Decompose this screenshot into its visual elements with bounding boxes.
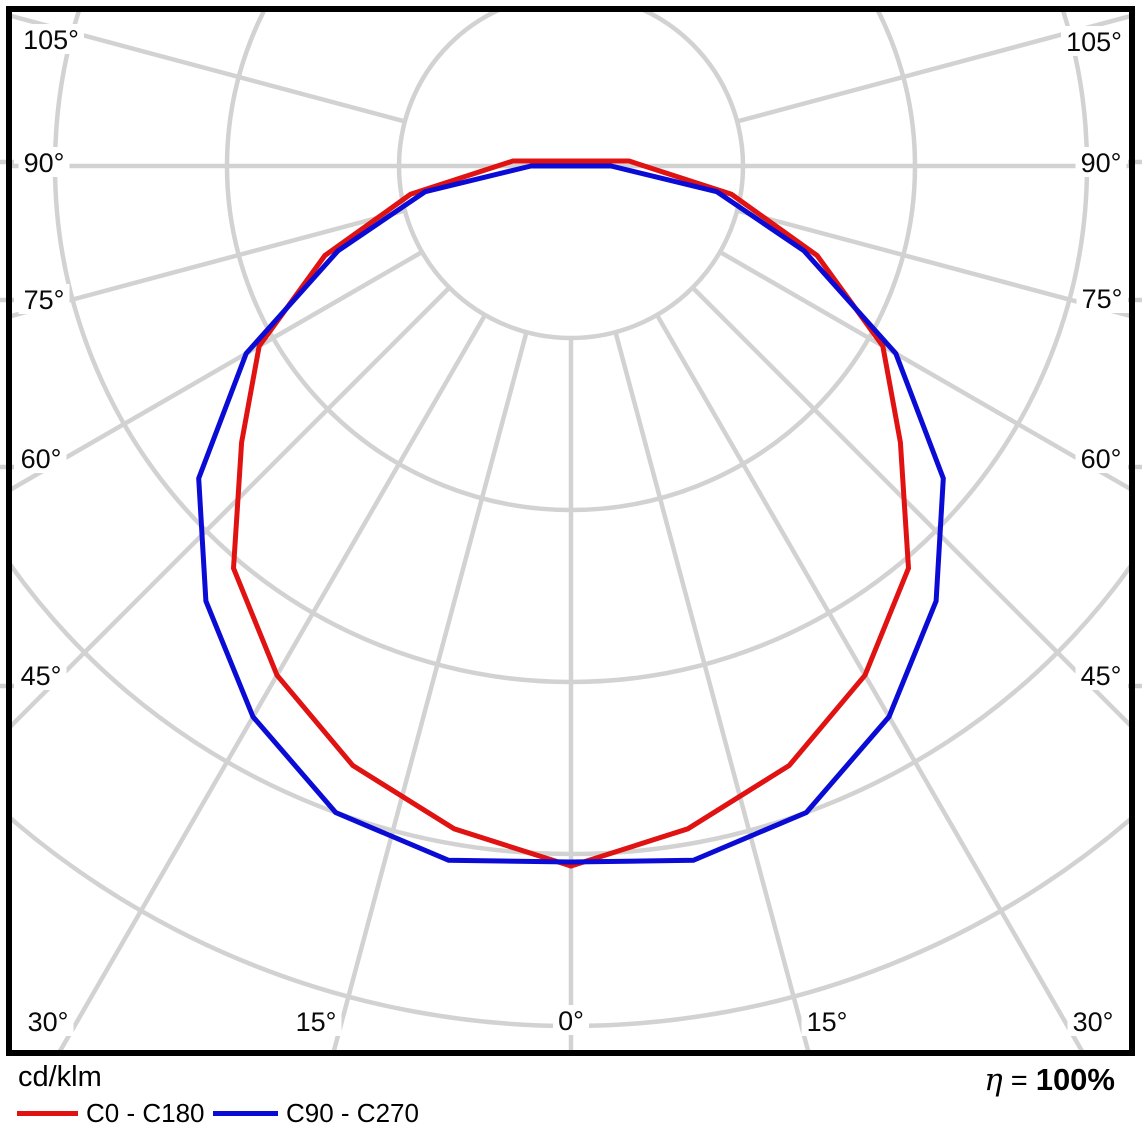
grid-ray [613, 331, 811, 1051]
grid-ray [12, 250, 424, 492]
label-backing [553, 1005, 589, 1035]
label-backing [18, 284, 70, 314]
angle-label: 90° [24, 148, 65, 178]
c90-c270-label: C90 - C270 [286, 1098, 419, 1128]
angle-label: 90° [1081, 148, 1122, 178]
grid-ray [12, 286, 451, 729]
grid-ray [12, 208, 406, 319]
angle-label: 0° [558, 1006, 584, 1036]
angle-label: 30° [28, 1007, 69, 1037]
c0-c180-swatch [17, 1111, 78, 1116]
angle-label: 45° [21, 661, 62, 691]
grid-ray [331, 331, 529, 1051]
grid-ray [57, 313, 487, 1051]
label-backing [18, 24, 84, 54]
grid-ray [655, 313, 1085, 1051]
label-backing [1061, 26, 1127, 56]
label-backing [22, 1006, 74, 1036]
eta-value: 100% [1035, 1062, 1115, 1097]
grid-ray [718, 250, 1129, 491]
label-backing [18, 147, 70, 177]
label-backing [1067, 1006, 1119, 1036]
efficiency-readout: η = 100% [984, 1062, 1115, 1098]
label-backing [290, 1006, 342, 1036]
angle-label: 60° [21, 444, 62, 474]
angle-label: 15° [296, 1007, 337, 1037]
label-backing [1076, 283, 1128, 313]
eta-symbol: η [984, 1062, 1003, 1098]
radial-unit-label: cd/klm [18, 1061, 102, 1093]
label-backing [1075, 443, 1127, 473]
label-backing [801, 1006, 853, 1036]
grid-ray [736, 208, 1129, 318]
angle-labels: 105° 90° 75° 60° 45° 30° 15° 0° 15° 30° 105° 90° 75°… [15, 24, 1128, 1037]
angle-label: 105° [23, 25, 79, 55]
c0-c180-curve [230, 158, 912, 869]
label-backing [1075, 660, 1127, 690]
chart-border [6, 6, 1135, 1056]
grid-ray [691, 286, 1129, 728]
label-backing [1075, 147, 1127, 177]
c90-c270-swatch [213, 1111, 278, 1116]
c0-c180-label: C0 - C180 [86, 1098, 205, 1128]
grid-ray [736, 14, 1129, 124]
c90-c270-curve [196, 163, 946, 865]
grid-ray [12, 13, 406, 124]
angle-label: 30° [1073, 1007, 1114, 1037]
grid-ring [396, 12, 746, 341]
label-backing [15, 443, 67, 473]
eta-equals: = [1002, 1065, 1036, 1097]
angle-label: 75° [24, 285, 65, 315]
angle-label: 45° [1081, 661, 1122, 691]
angle-label: 60° [1081, 444, 1122, 474]
label-backing [15, 660, 67, 690]
angle-label: 105° [1066, 27, 1122, 57]
angle-label: 15° [807, 1007, 848, 1037]
angle-label: 75° [1082, 284, 1123, 314]
